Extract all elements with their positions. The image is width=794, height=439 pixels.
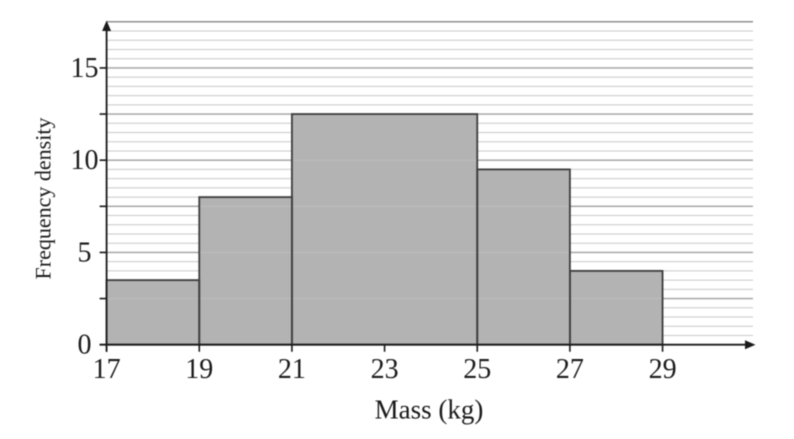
- svg-text:15: 15: [71, 53, 99, 84]
- svg-text:21: 21: [278, 354, 306, 385]
- svg-text:23: 23: [371, 354, 399, 385]
- svg-text:10: 10: [71, 145, 99, 176]
- svg-text:19: 19: [185, 354, 213, 385]
- svg-text:Frequency density: Frequency density: [30, 118, 55, 280]
- svg-text:17: 17: [93, 354, 121, 385]
- svg-text:25: 25: [463, 354, 491, 385]
- svg-text:27: 27: [556, 354, 584, 385]
- svg-text:0: 0: [78, 330, 92, 361]
- svg-text:5: 5: [78, 237, 92, 268]
- svg-text:29: 29: [649, 354, 677, 385]
- svg-text:Mass (kg): Mass (kg): [375, 395, 484, 425]
